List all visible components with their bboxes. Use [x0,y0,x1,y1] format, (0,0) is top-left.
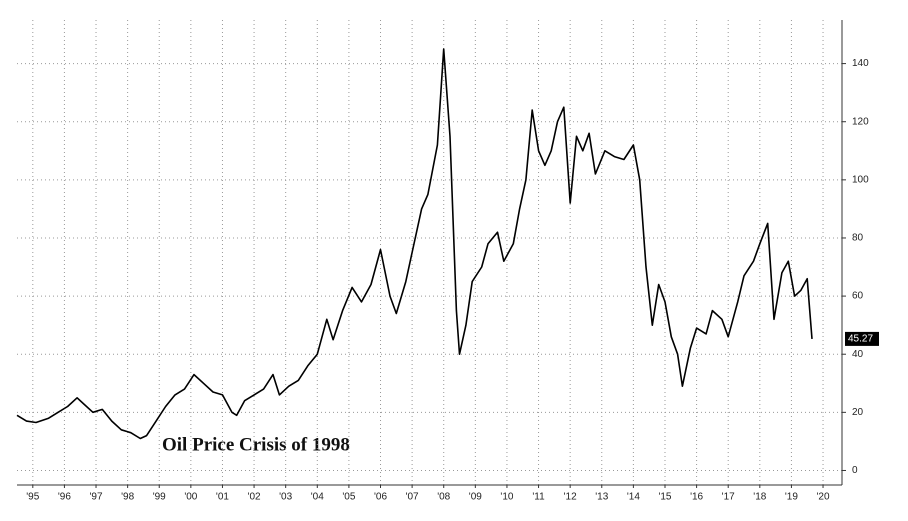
x-tick-label: '19 [785,492,798,503]
x-tick-label: '99 [153,492,166,503]
last-value-label: 45.27 [848,334,873,345]
x-tick-label: '10 [500,492,513,503]
x-tick-label: '04 [311,492,324,503]
x-tick-label: '14 [627,492,640,503]
y-tick-label: 80 [852,233,864,244]
x-tick-label: '08 [437,492,450,503]
y-tick-label: 120 [852,116,869,127]
x-tick-label: '18 [753,492,766,503]
x-tick-label: '97 [89,492,102,503]
x-tick-label: '02 [248,492,261,503]
x-tick-label: '09 [469,492,482,503]
price-line [16,48,813,440]
y-tick-label: 0 [852,465,858,476]
x-tick-label: '01 [216,492,229,503]
x-tick-label: '05 [342,492,355,503]
x-tick-label: '00 [184,492,197,503]
x-tick-label: '95 [26,492,39,503]
x-tick-label: '96 [58,492,71,503]
y-tick-label: 40 [852,349,864,360]
last-value-box [845,331,879,346]
y-tick-label: 140 [852,58,869,69]
x-tick-label: '07 [406,492,419,503]
y-tick-label: 20 [852,407,864,418]
y-tick-label: 60 [852,291,864,302]
x-tick-label: '03 [279,492,292,503]
x-tick-label: '12 [564,492,577,503]
x-tick-label: '11 [532,492,545,503]
y-tick-label: 100 [852,174,869,185]
x-tick-label: '20 [817,492,830,503]
x-tick-label: '06 [374,492,387,503]
x-tick-label: '98 [121,492,134,503]
x-tick-label: '15 [658,492,671,503]
x-tick-label: '13 [595,492,608,503]
x-tick-label: '16 [690,492,703,503]
x-tick-label: '17 [722,492,735,503]
annotation: Oil Price Crisis of 1998 [162,434,350,455]
